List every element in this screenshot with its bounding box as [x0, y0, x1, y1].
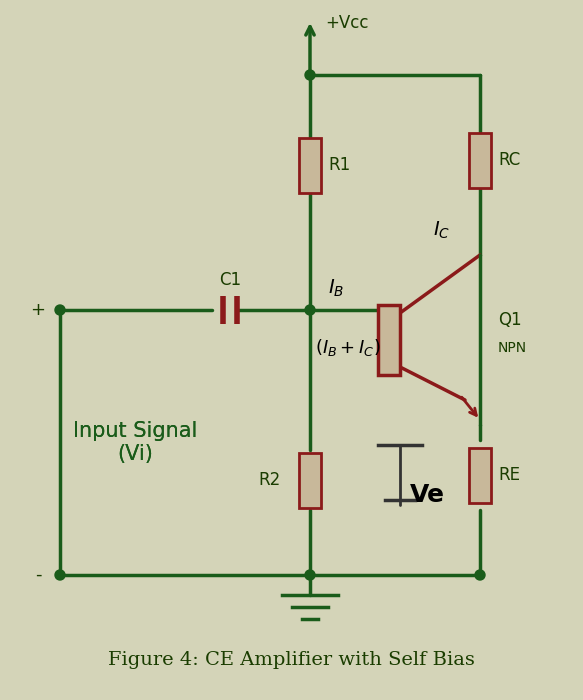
- Bar: [299, 452, 321, 507]
- Text: $(I_B+I_C)$: $(I_B+I_C)$: [315, 337, 381, 358]
- Bar: [469, 447, 491, 503]
- Text: R1: R1: [328, 156, 350, 174]
- Circle shape: [475, 570, 485, 580]
- Text: NPN: NPN: [498, 341, 527, 355]
- Text: $I_B$: $I_B$: [328, 277, 345, 299]
- Bar: [469, 132, 491, 188]
- Text: +: +: [30, 301, 45, 319]
- Text: RC: RC: [498, 151, 520, 169]
- Text: Ve: Ve: [410, 483, 445, 507]
- Text: RE: RE: [498, 466, 520, 484]
- Circle shape: [55, 570, 65, 580]
- Bar: [378, 305, 400, 375]
- Circle shape: [305, 305, 315, 315]
- Text: Input Signal
(Vi): Input Signal (Vi): [73, 421, 197, 464]
- Text: R2: R2: [259, 471, 281, 489]
- Text: -: -: [35, 566, 41, 584]
- Text: C1: C1: [219, 271, 241, 289]
- Text: Input Signal
(Vi): Input Signal (Vi): [73, 421, 197, 464]
- Text: Figure 4: CE Amplifier with Self Bias: Figure 4: CE Amplifier with Self Bias: [108, 651, 475, 669]
- Circle shape: [55, 305, 65, 315]
- Text: Q1: Q1: [498, 311, 522, 329]
- Bar: [299, 137, 321, 193]
- Circle shape: [305, 70, 315, 80]
- Circle shape: [305, 570, 315, 580]
- Text: +Vcc: +Vcc: [325, 14, 368, 32]
- Text: $I_C$: $I_C$: [433, 220, 450, 242]
